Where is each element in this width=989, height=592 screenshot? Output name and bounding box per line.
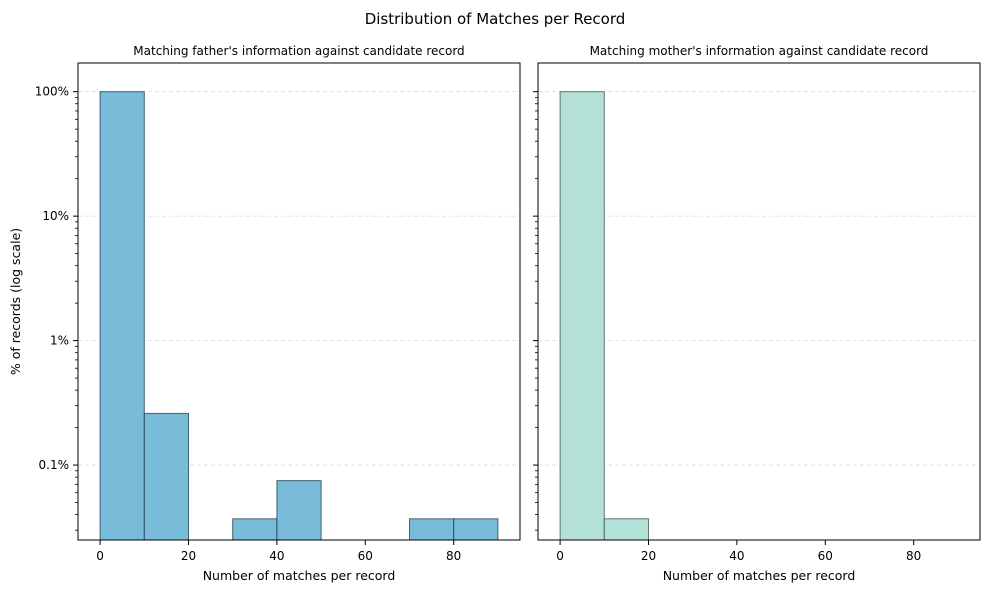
y-tick-label: 10% [42, 209, 69, 223]
x-tick-label: 60 [818, 549, 833, 563]
panel-title: Matching mother's information against ca… [590, 44, 929, 58]
chart-panel-2: 0 20 40 60 80 Matching mother's information a… [533, 44, 981, 583]
histogram-bar [143, 412, 190, 541]
x-tick-label: 40 [729, 549, 744, 563]
histogram-bar [99, 91, 145, 541]
y-tick-label: 1% [50, 334, 69, 348]
histogram-bar [232, 518, 278, 541]
x-tick-label: 60 [358, 549, 373, 563]
histogram-bar [409, 518, 455, 541]
figure-suptitle: Distribution of Matches per Record [365, 10, 626, 28]
plot-frame [537, 62, 981, 541]
x-axis-label: Number of matches per record [203, 568, 396, 583]
panel-title: Matching father's information against ca… [133, 44, 464, 58]
x-tick-label: 80 [906, 549, 921, 563]
histogram-bar [276, 480, 322, 541]
histogram-bar [603, 518, 649, 541]
x-axis-label: Number of matches per record [663, 568, 856, 583]
x-tick-label: 40 [269, 549, 284, 563]
x-tick-label: 0 [556, 549, 564, 563]
plot-frame [77, 62, 521, 541]
y-tick-label: 0.1% [39, 458, 70, 472]
x-tick-label: 80 [446, 549, 461, 563]
y-axis-label: % of records (log scale) [8, 228, 23, 375]
histogram-bar [453, 518, 499, 541]
x-tick-label: 20 [181, 549, 196, 563]
chart-panel-1: 0 20 40 60 80 0.1% 1% 10% 100% Matching father's … [8, 44, 521, 583]
x-tick-label: 20 [641, 549, 656, 563]
x-tick-label: 0 [96, 549, 104, 563]
histogram-bar [559, 91, 605, 541]
y-tick-label: 100% [35, 85, 69, 99]
